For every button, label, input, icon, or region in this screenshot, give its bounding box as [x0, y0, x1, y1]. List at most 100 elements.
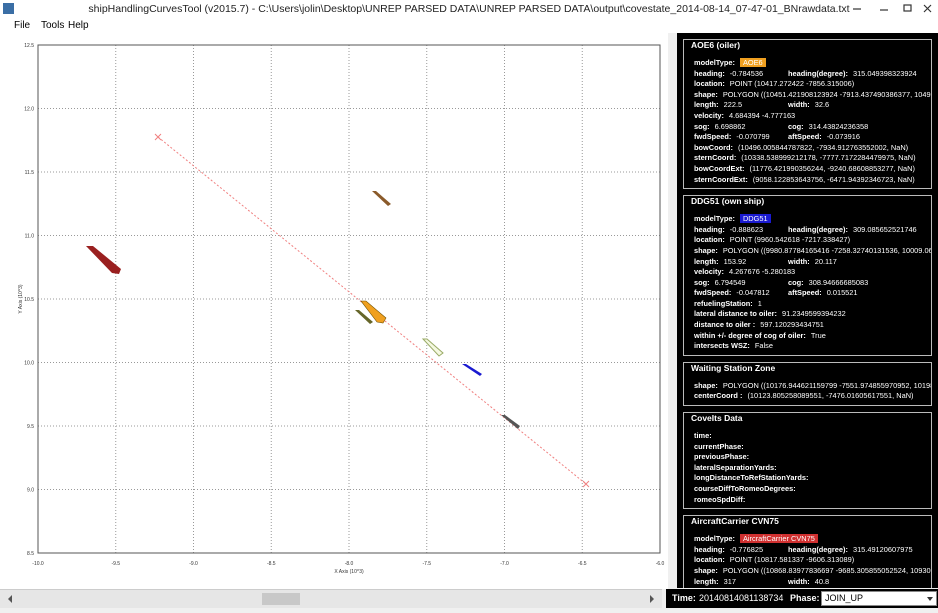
field-label: location:	[694, 555, 725, 564]
scroll-thumb[interactable]	[262, 593, 300, 605]
info-row: within +/- degree of cog of oiler:True	[694, 331, 931, 342]
x-tick-label: -9.0	[189, 561, 198, 567]
close-button[interactable]	[924, 5, 931, 12]
field-label: courseDiffToRomeoDegrees:	[694, 484, 796, 493]
x-tick-label: -7.5	[422, 561, 431, 567]
status-bar: Time: 20140814081138734 Phase: JOIN_UP	[666, 589, 938, 608]
scroll-left[interactable]	[8, 595, 12, 603]
field-value: 4.267676 -5.280183	[729, 267, 795, 276]
info-row: shape:POLYGON ((9980.87784165416 -7258.3…	[694, 246, 931, 257]
info-row: modelType: AOE6	[694, 58, 931, 69]
info-panel: AOE6 (oiler)modelType:AOE6heading:-0.784…	[677, 33, 938, 588]
phase-value: JOIN_UP	[825, 593, 863, 603]
field-value: 6.794549	[715, 278, 746, 287]
field-label: width:	[788, 577, 810, 586]
info-row: velocity:4.267676 -5.280183	[694, 267, 931, 278]
field-value: True	[811, 331, 826, 340]
app-window: shipHandlingCurvesTool (v2015.7) - C:\Us…	[0, 0, 938, 608]
field-label: heading:	[694, 545, 725, 554]
x-tick-label: -8.5	[267, 561, 276, 567]
field-pair: heading(degree):315.49120607975	[788, 545, 913, 556]
field-label: centerCoord :	[694, 391, 742, 400]
y-tick-label: 11.0	[25, 234, 35, 240]
model-badge: AircraftCarrier CVN75	[740, 534, 818, 543]
info-row: shape:POLYGON ((10451.421908123924 -7913…	[694, 90, 931, 101]
field-label: refuelingStation:	[694, 299, 753, 308]
menu-item[interactable]: Tools	[41, 20, 64, 31]
menu-bar: File Tools Help	[0, 18, 938, 33]
y-axis-label: Y Axis (10^3)	[18, 284, 24, 314]
field-value: -0.776825	[730, 545, 763, 554]
info-row: location:POINT (10417.272422 -7856.31500…	[694, 79, 931, 90]
field-label: lateralSeparationYards:	[694, 463, 777, 472]
field-value: 153.92	[724, 257, 747, 266]
x-axis-label: X Axis (10^3)	[334, 569, 364, 575]
field-value: POLYGON ((10176.944621159799 -7551.97485…	[723, 381, 931, 390]
scrollbar-graphics	[0, 590, 662, 608]
field-value: DDG51	[740, 214, 771, 223]
info-row: intersects WSZ: False	[694, 341, 931, 352]
section-title: CoveIts Data	[688, 413, 746, 423]
menu-item[interactable]: File	[14, 20, 30, 31]
info-row: sternCoordExt:(9058.122853643756, -6471.…	[694, 175, 931, 186]
field-label: sog:	[694, 278, 710, 287]
info-row: heading:-0.888623heading(degree):309.085…	[694, 225, 931, 236]
field-value: 317	[724, 577, 736, 586]
field-value: POLYGON ((10868.83977836697 -9685.305855…	[723, 566, 931, 575]
scroll-right[interactable]	[650, 595, 654, 603]
info-row: bowCoord:(10496.005844787822, -7934.9127…	[694, 143, 931, 154]
horizontal-scrollbar[interactable]	[0, 589, 662, 608]
info-row: length: 317 width: 40.8	[694, 577, 931, 588]
field-label: cog:	[788, 122, 804, 131]
restore-button[interactable]	[904, 5, 911, 11]
field-pair: aftSpeed: -0.073916	[788, 132, 860, 143]
info-row: velocity:4.684394 -4.777163	[694, 111, 931, 122]
phase-dropdown[interactable]: JOIN_UP	[821, 591, 937, 606]
field-label: aftSpeed:	[788, 288, 822, 297]
field-pair: cog:308.94666685083	[788, 278, 868, 289]
field-label: length:	[694, 577, 719, 586]
window-controls	[0, 0, 938, 18]
field-value: POINT (9960.542618 -7217.338427)	[730, 235, 850, 244]
section-title: DDG51 (own ship)	[688, 196, 767, 206]
y-tick-label: 10.5	[24, 297, 34, 303]
field-value: -0.784536	[730, 69, 763, 78]
field-label: width:	[788, 257, 810, 266]
field-value: False	[755, 341, 773, 350]
section-title: AircraftCarrier CVN75	[688, 516, 782, 526]
field-pair: heading(degree):309.085652521746	[788, 225, 917, 236]
field-label: aftSpeed:	[788, 132, 822, 141]
field-value: -0.888623	[730, 225, 763, 234]
x-tick-label: -10.0	[32, 561, 44, 567]
field-value: 4.684394 -4.777163	[729, 111, 795, 120]
info-row: previousPhase:	[694, 452, 931, 463]
menu-item[interactable]: Help	[68, 20, 89, 31]
field-label: shape:	[694, 381, 718, 390]
field-label: sog:	[694, 122, 710, 131]
info-section: AircraftCarrier CVN75modelType:AircraftC…	[683, 515, 932, 588]
field-value: (10496.005844787822, -7934.912763552002,…	[738, 143, 908, 152]
field-value: (10338.538999212178, -7777.7172284479975…	[741, 153, 915, 162]
field-value: 32.6	[815, 100, 829, 109]
field-value: 1	[758, 299, 762, 308]
field-value: (10123.805258089551, -7476.01605617551, …	[747, 391, 913, 400]
field-label: modelType:	[694, 58, 735, 67]
field-label: shape:	[694, 246, 718, 255]
field-label: lateral distance to oiler:	[694, 309, 777, 318]
field-value: AOE6	[740, 58, 766, 67]
field-label: intersects WSZ:	[694, 341, 750, 350]
field-value: -0.073916	[827, 132, 860, 141]
y-tick-label: 9.0	[27, 488, 34, 494]
info-section: CoveIts Data time:currentPhase:previousPh…	[683, 412, 932, 509]
field-value: 315.049398323924	[853, 69, 917, 78]
x-tick-label: -6.0	[656, 561, 665, 567]
field-value: 40.8	[815, 577, 829, 586]
plot-background	[0, 33, 668, 589]
info-row: time:	[694, 431, 931, 442]
info-row: refuelingStation: 1	[694, 299, 931, 310]
info-row: currentPhase:	[694, 442, 931, 453]
y-tick-label: 8.5	[27, 551, 34, 557]
